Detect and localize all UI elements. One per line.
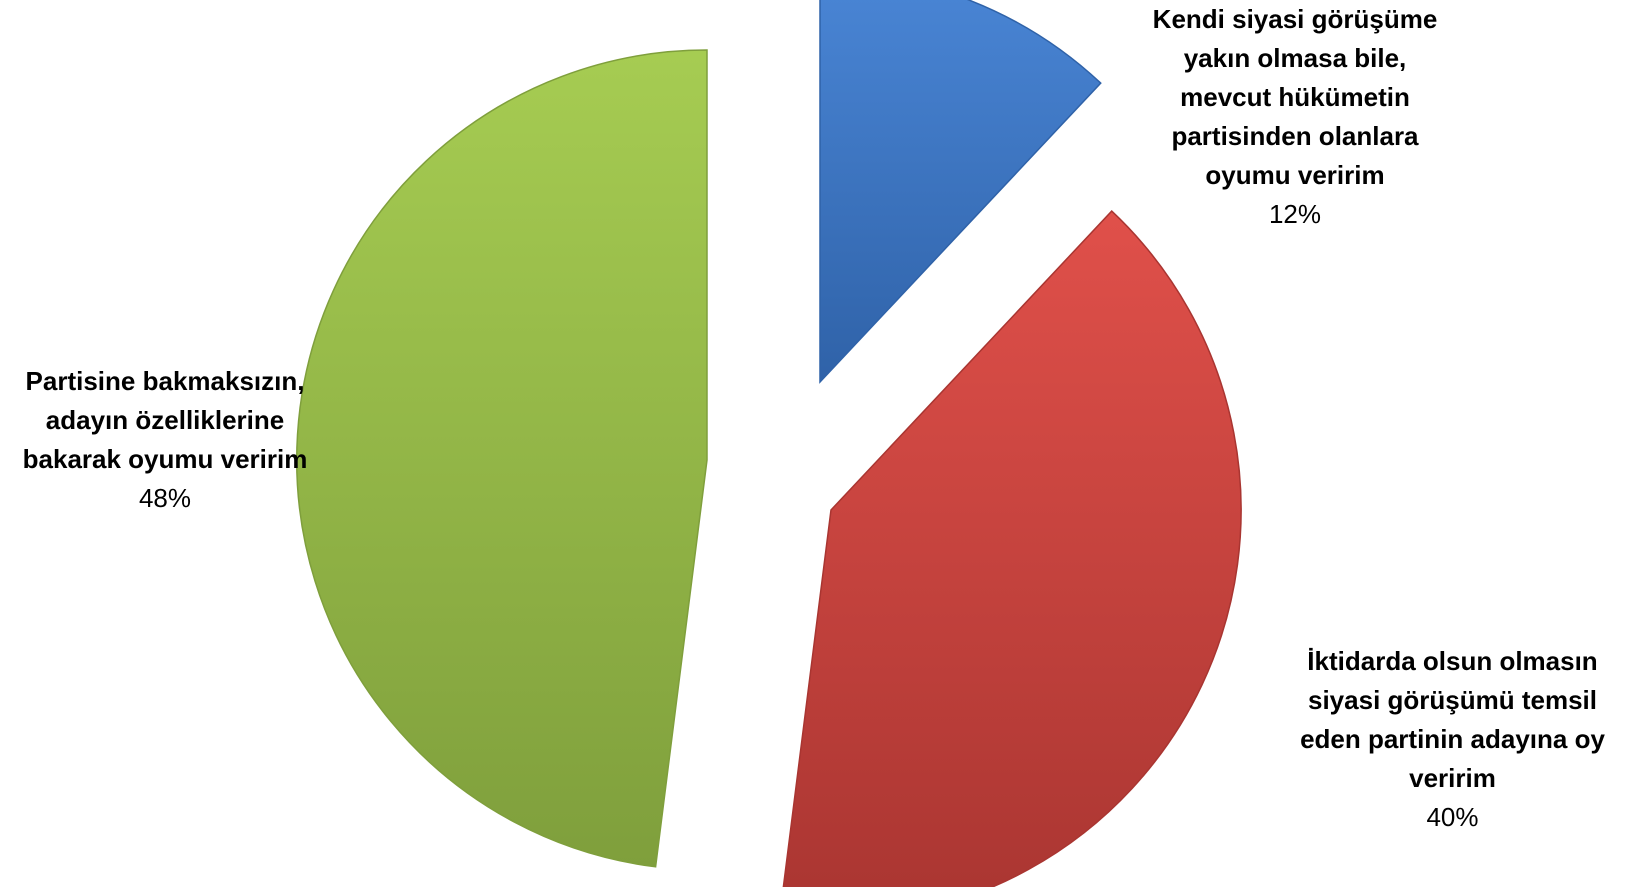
slice-label-line: veririm <box>1409 763 1496 793</box>
pie-slices <box>296 0 1242 887</box>
slice-label-line: oyumu veririm <box>1205 160 1385 190</box>
slice-label-line: mevcut hükümetin <box>1180 82 1410 112</box>
slice-label-red: İktidarda olsun olmasın siyasi görüşümü … <box>1260 642 1645 837</box>
slice-percent-label: 40% <box>1426 802 1479 832</box>
slice-percent-label: 48% <box>138 483 192 513</box>
slice-label-blue: Kendi siyasi görüşüme yakın olmasa bile,… <box>1085 0 1505 234</box>
slice-label-line: eden partinin adayına oy <box>1300 724 1605 754</box>
slice-label-line: Kendi siyasi görüşüme <box>1152 4 1438 34</box>
slice-percent-label: 12% <box>1268 199 1322 229</box>
slice-label-line: adayın özelliklerine <box>45 405 285 435</box>
slice-label-line: partisinden olanlara <box>1171 121 1419 151</box>
pie-slice-green <box>296 49 708 868</box>
pie-slice-red <box>782 210 1242 887</box>
slice-label-line: İktidarda olsun olmasın <box>1307 646 1598 676</box>
slice-label-line: yakın olmasa bile, <box>1183 43 1407 73</box>
slice-label-line: Partisine bakmaksızın, <box>25 366 305 396</box>
slice-label-line: bakarak oyumu veririm <box>22 444 308 474</box>
pie-slice-blue <box>819 0 1102 384</box>
slice-label-line: siyasi görüşümü temsil <box>1308 685 1597 715</box>
slice-label-green: Partisine bakmaksızın, adayın özellikler… <box>0 362 330 518</box>
